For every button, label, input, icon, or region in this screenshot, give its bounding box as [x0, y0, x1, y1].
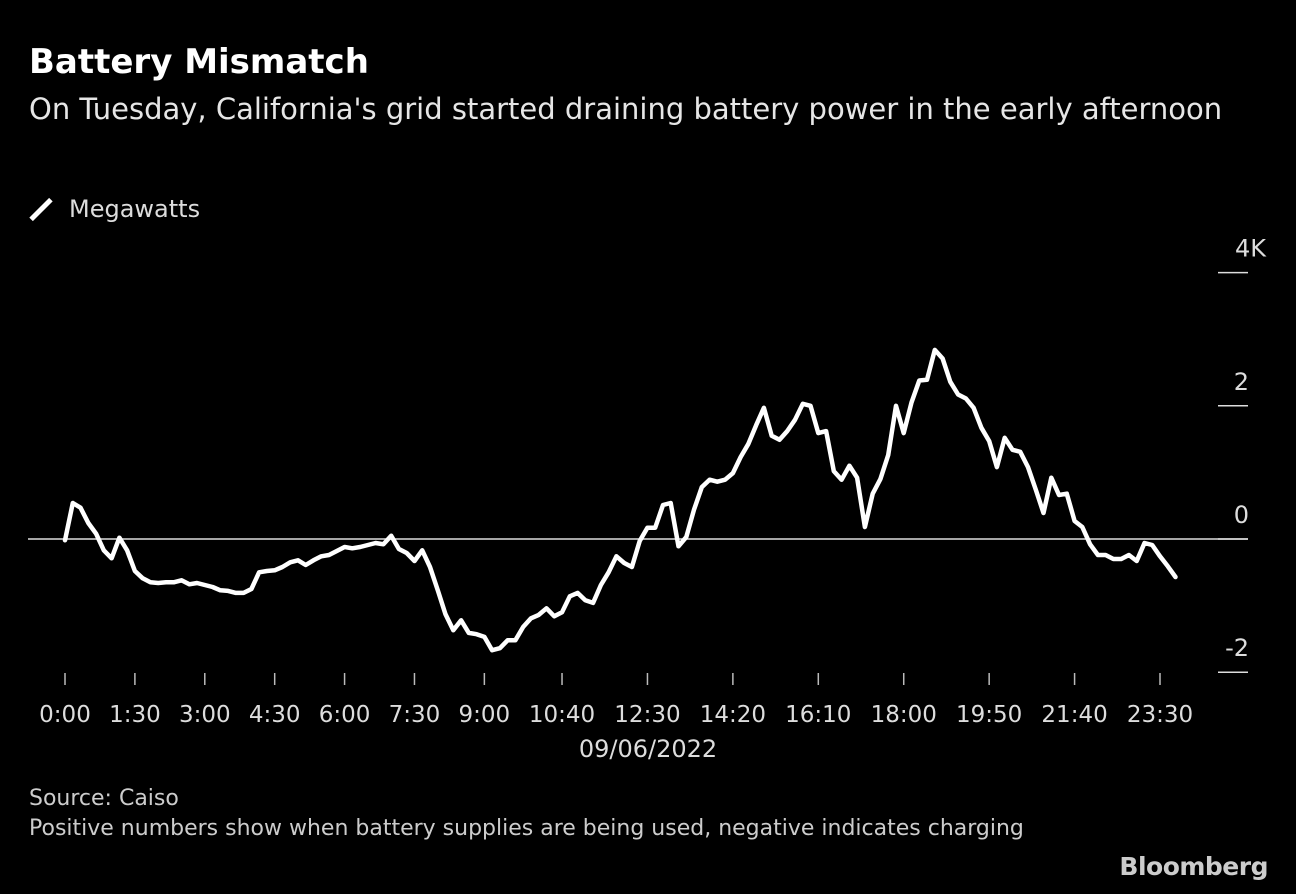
- y-tick-label: -2: [1225, 634, 1249, 662]
- chart-subtitle: On Tuesday, California's grid started dr…: [29, 92, 1223, 126]
- x-tick-label: 4:30: [249, 702, 301, 728]
- x-tick-label: 6:00: [319, 702, 371, 728]
- x-tick-label: 0:00: [39, 702, 91, 728]
- legend: Megawatts: [29, 195, 200, 223]
- series-line-megawatts: [62, 347, 1178, 653]
- x-tick-label: 21:40: [1041, 702, 1107, 728]
- x-tick-label: 10:40: [529, 702, 595, 728]
- x-tick-label: 18:00: [871, 702, 937, 728]
- y-tick-label: 4K: [1235, 235, 1267, 263]
- footnote: Positive numbers show when battery suppl…: [29, 816, 1024, 841]
- x-tick-label: 19:50: [956, 702, 1022, 728]
- x-tick-label: 23:30: [1127, 702, 1193, 728]
- x-tick-label: 16:10: [785, 702, 851, 728]
- y-tick-label: 0: [1234, 501, 1249, 529]
- x-tick-label: 1:30: [109, 702, 161, 728]
- legend-label: Megawatts: [69, 195, 201, 223]
- x-tick-label: 7:30: [389, 702, 441, 728]
- chart-title: Battery Mismatch: [29, 42, 369, 82]
- bloomberg-logo: Bloomberg: [1119, 852, 1268, 881]
- x-tick-label: 12:30: [614, 702, 680, 728]
- x-tick-label: 3:00: [179, 702, 231, 728]
- x-tick-label: 9:00: [459, 702, 511, 728]
- x-tick-label: 14:20: [700, 702, 766, 728]
- x-axis-date-label: 09/06/2022: [578, 735, 718, 763]
- source-note: Source: Caiso: [29, 786, 179, 811]
- y-tick-label: 2: [1234, 368, 1249, 396]
